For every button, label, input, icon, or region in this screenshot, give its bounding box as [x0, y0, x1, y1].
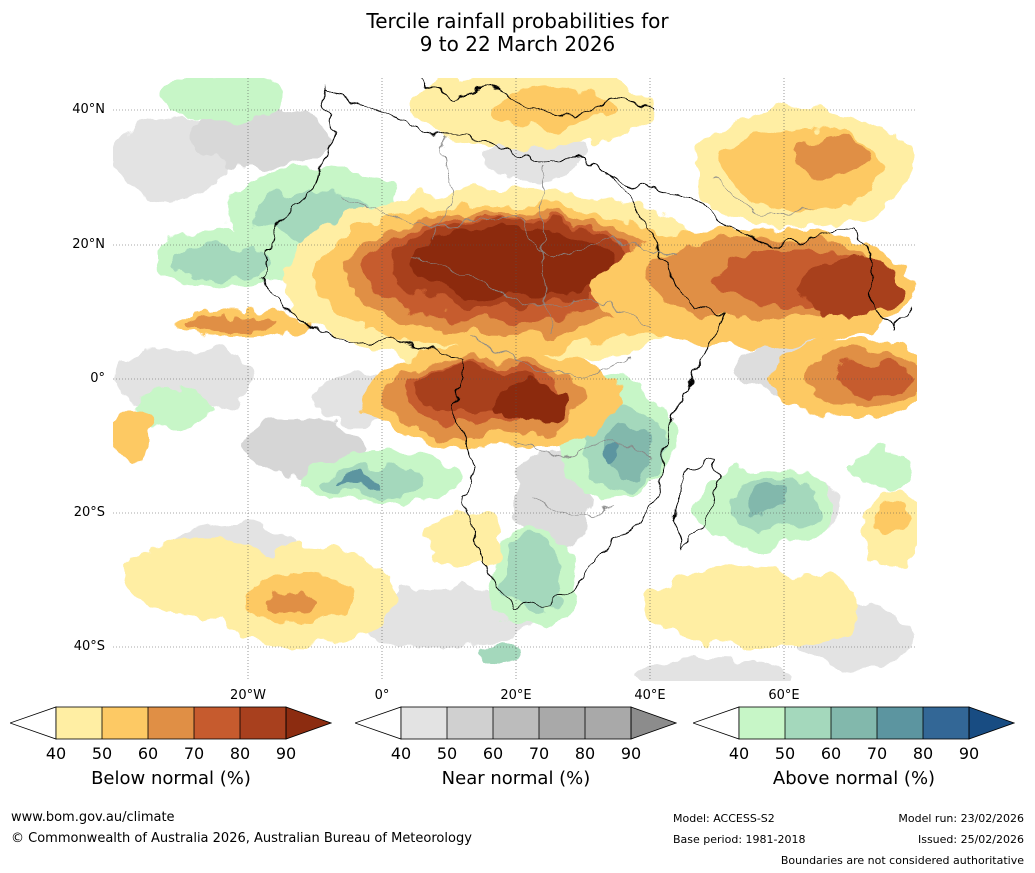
country-borders: [342, 137, 814, 519]
footer-model-run: Model run: 23/02/2026: [898, 812, 1024, 825]
near-legend-title: Near normal (%): [441, 768, 591, 789]
above-swatch-lt40: [693, 706, 740, 740]
below-swatch-40: [56, 707, 102, 739]
above-swatch-40: [739, 707, 785, 739]
lat-label-40n: 40°N: [72, 102, 105, 117]
below-swatch-60: [148, 707, 194, 739]
lon-label-0: 0°: [374, 688, 390, 703]
near-tick-50: 50: [436, 744, 458, 763]
footer-issued: Issued: 25/02/2026: [917, 833, 1024, 846]
footer-url[interactable]: www.bom.gov.au/climate: [11, 810, 175, 825]
below-swatch-90: [286, 707, 331, 739]
below-legend-title: Below normal (%): [91, 768, 251, 789]
above-swatch-50: [785, 707, 831, 739]
rainfall-probability-map: [113, 68, 933, 698]
map-canvas: [113, 68, 933, 698]
above-tick-70: 70: [866, 744, 888, 763]
below-swatch-70: [194, 707, 240, 739]
lon-label-60e: 60°E: [768, 688, 800, 703]
near-swatch-70: [539, 707, 585, 739]
lon-label-20w: 20°W: [230, 688, 266, 703]
above-swatch-60: [831, 707, 877, 739]
above-swatch-80: [923, 707, 969, 739]
lat-label-0: 0°: [90, 371, 105, 386]
lat-label-20n: 20°N: [72, 237, 105, 252]
footer-disclaimer: Boundaries are not considered authoritat…: [780, 854, 1024, 867]
below-swatch-lt40: [10, 706, 57, 740]
above-tick-40: 40: [728, 744, 750, 763]
near-tick-80: 80: [574, 744, 596, 763]
below-swatch-50: [102, 707, 148, 739]
near-swatch-80: [585, 707, 631, 739]
legend-below-normal: [10, 706, 332, 740]
above-tick-60: 60: [820, 744, 842, 763]
graticule: [113, 78, 917, 681]
below-tick-50: 50: [91, 744, 113, 763]
above-tick-50: 50: [774, 744, 796, 763]
near-tick-90: 90: [620, 744, 642, 763]
below-tick-40: 40: [45, 744, 67, 763]
below-tick-80: 80: [229, 744, 251, 763]
title-line-1: Tercile rainfall probabilities for: [366, 9, 669, 33]
lat-label-20s: 20°S: [73, 505, 105, 520]
near-swatch-90: [631, 707, 676, 739]
map-title: Tercile rainfall probabilities for 9 to …: [0, 10, 1035, 56]
near-swatch-40: [401, 707, 447, 739]
legend-above-normal: [693, 706, 1015, 740]
near-swatch-50: [447, 707, 493, 739]
lon-label-20e: 20°E: [500, 688, 532, 703]
below-tick-60: 60: [137, 744, 159, 763]
coastlines: [262, 77, 914, 609]
title-line-2: 9 to 22 March 2026: [419, 32, 616, 56]
near-tick-40: 40: [390, 744, 412, 763]
footer-base-period: Base period: 1981-2018: [673, 833, 806, 846]
above-swatch-70: [877, 707, 923, 739]
above-tick-90: 90: [958, 744, 980, 763]
above-swatch-90: [969, 707, 1014, 739]
near-tick-60: 60: [482, 744, 504, 763]
near-swatch-60: [493, 707, 539, 739]
footer-model: Model: ACCESS-S2: [673, 812, 775, 825]
above-normal-areas: [133, 73, 913, 663]
legend-near-normal: [355, 706, 677, 740]
below-tick-90: 90: [275, 744, 297, 763]
near-tick-70: 70: [528, 744, 550, 763]
below-swatch-80: [240, 707, 286, 739]
lon-label-40e: 40°E: [634, 688, 666, 703]
above-tick-80: 80: [912, 744, 934, 763]
near-swatch-lt40: [355, 706, 402, 740]
above-legend-title: Above normal (%): [772, 768, 936, 789]
footer-copyright: © Commonwealth of Australia 2026, Austra…: [11, 831, 472, 846]
below-tick-70: 70: [183, 744, 205, 763]
lat-label-40s: 40°S: [73, 639, 105, 654]
